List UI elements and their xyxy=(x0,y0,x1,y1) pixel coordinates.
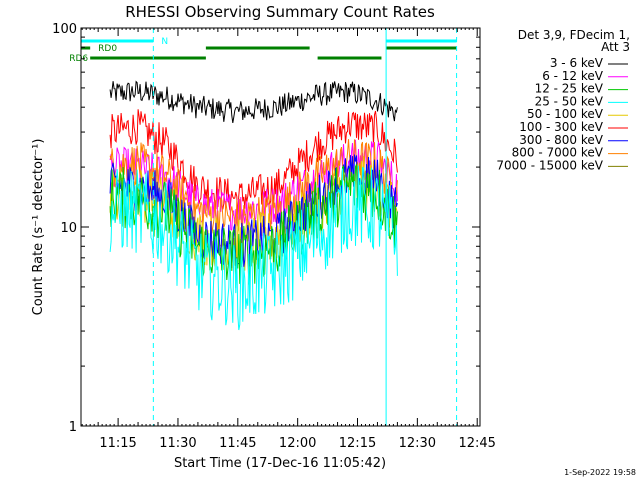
legend-label: 300 - 800 keV xyxy=(519,133,603,147)
legend-label: 7000 - 15000 keV xyxy=(496,158,603,172)
legend-label: 12 - 25 keV xyxy=(535,82,604,96)
y-axis-label: Count Rate (s⁻¹ detector⁻¹) xyxy=(31,139,46,316)
x-tick-label: 12:45 xyxy=(458,436,495,451)
legend-header-line1: Det 3,9, FDecim 1, xyxy=(518,28,630,42)
flag-label: N xyxy=(161,37,168,47)
flag-label: RD6 xyxy=(69,54,88,64)
series-trace xyxy=(109,109,398,215)
legend-label: 50 - 100 keV xyxy=(527,107,604,121)
y-tick-label: 10 xyxy=(60,221,77,236)
x-axis: 11:15 11:30 11:45 12:00 12:15 12:30 12:45 xyxy=(81,28,496,451)
series-trace xyxy=(109,156,398,272)
y-tick-label: 1 xyxy=(69,420,77,435)
legend-label: 100 - 300 keV xyxy=(519,120,603,134)
x-tick-label: 12:30 xyxy=(399,436,436,451)
plot-area xyxy=(109,80,398,331)
flag-label: RD0 xyxy=(98,44,117,54)
plot-timestamp: 1-Sep-2022 19:58 xyxy=(564,468,636,477)
legend-header-line2: Att 3 xyxy=(601,40,630,54)
series-trace xyxy=(109,139,398,237)
x-axis-label: Start Time (17-Dec-16 11:05:42) xyxy=(174,456,386,471)
series-trace xyxy=(109,164,398,289)
legend-label: 25 - 50 keV xyxy=(535,94,604,108)
x-tick-label: 11:30 xyxy=(159,436,196,451)
series-trace xyxy=(109,80,398,123)
vertical-markers xyxy=(152,28,458,426)
y-tick-label: 100 xyxy=(52,22,77,37)
series-trace xyxy=(109,165,398,331)
legend-label: 3 - 6 keV xyxy=(550,56,604,70)
legend-label: 800 - 7000 keV xyxy=(512,146,604,160)
legend-label: 6 - 12 keV xyxy=(542,69,604,83)
x-tick-label: 11:45 xyxy=(219,436,256,451)
x-tick-label: 12:15 xyxy=(339,436,376,451)
chart-title: RHESSI Observing Summary Count Rates xyxy=(125,3,435,21)
x-tick-label: 11:15 xyxy=(99,436,136,451)
flag-bars: N RD0 RD6 xyxy=(69,37,457,64)
x-tick-label: 12:00 xyxy=(279,436,316,451)
y-axis: 1 10 100 xyxy=(52,22,480,435)
